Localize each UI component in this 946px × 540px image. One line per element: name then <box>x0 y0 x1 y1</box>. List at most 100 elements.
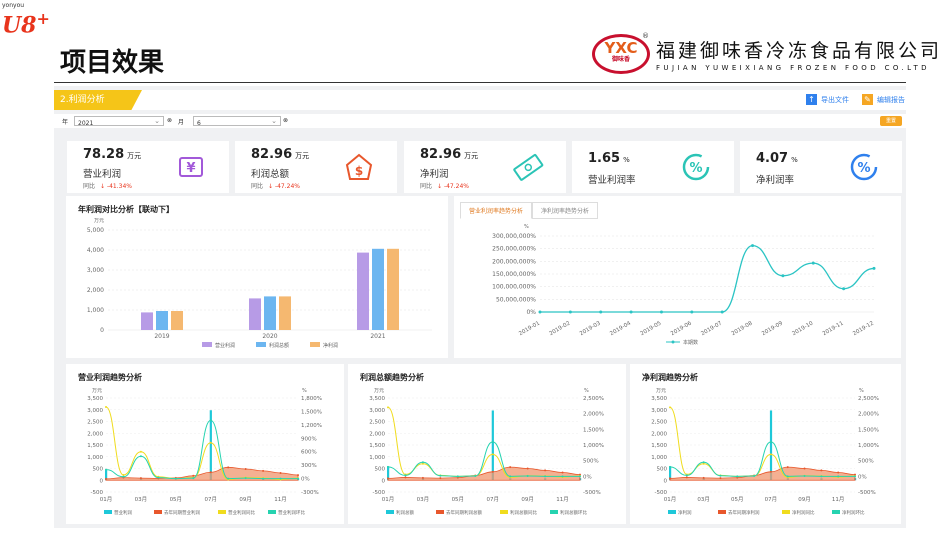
data-point <box>297 474 299 477</box>
year-select[interactable]: 2021 ⌄ <box>74 116 164 127</box>
y-axis-unit: 万元 <box>94 218 104 224</box>
y-axis-unit-right: % <box>584 388 589 394</box>
title-divider <box>54 82 906 83</box>
data-point <box>854 475 856 478</box>
data-point <box>244 477 247 480</box>
legend-label: 营业利润同比 <box>228 509 255 516</box>
data-point <box>702 476 705 479</box>
legend-swatch <box>202 342 212 347</box>
y-tick-label-left: 2,500 <box>369 420 385 426</box>
y-tick-label-right: 2,500% <box>858 396 879 402</box>
chevron-down-icon: ⌄ <box>271 117 277 125</box>
legend-label: 净利润同比 <box>792 509 815 516</box>
yen-ticket-icon: ¥ <box>179 157 203 177</box>
data-point <box>421 476 424 479</box>
edit-report-button[interactable]: ✎ 编辑报告 <box>862 94 905 105</box>
export-file-button[interactable]: ↑ 导出文件 <box>806 94 849 105</box>
x-tick-label: 01月 <box>664 496 677 503</box>
data-point <box>669 406 671 409</box>
data-point <box>421 462 424 465</box>
kpi-compare-value: ↓ -41.34% <box>100 183 132 190</box>
data-point <box>491 470 494 473</box>
profit-rate-trend-card: 营业利润率趋势分析 净利润率趋势分析 % 0% 50,000,000% 100,000… <box>454 196 901 358</box>
y-tick-label-left: 2,000 <box>87 431 103 437</box>
x-tick-label: 2019-07 <box>700 320 723 337</box>
kpi-value: 82.96 万元 <box>420 147 479 162</box>
legend-label: 营业利润环比 <box>278 509 305 516</box>
y-tick-label-left: 0 <box>100 478 104 484</box>
kpi-compare: 同比 ↓ -47.24% <box>420 183 469 190</box>
data-point <box>122 475 125 478</box>
legend-label: 利润总额同比 <box>510 509 537 516</box>
y-tick-label-left: -500 <box>655 490 668 496</box>
series-line <box>105 419 298 480</box>
bar <box>279 296 291 330</box>
data-point <box>262 469 265 472</box>
bar <box>141 312 153 330</box>
kpi-card: 1.65% 营业利润率% <box>572 141 734 193</box>
kpi-value: 4.07% <box>756 151 798 166</box>
legend-label: 去年同期净利润 <box>728 509 760 516</box>
kpi-value: 82.96 万元 <box>251 147 310 162</box>
data-point <box>842 287 846 291</box>
y-tick-label-right: 1,500% <box>301 409 322 415</box>
data-point <box>105 468 107 471</box>
y-tick-label: 2,000 <box>87 287 104 294</box>
y-tick-label-right: 300% <box>301 463 317 469</box>
x-tick-label: 2019-01 <box>518 321 541 338</box>
legend-swatch <box>436 510 444 514</box>
kpi-card: 4.07% 净利润率% <box>740 141 902 193</box>
net-profit-trend-card: 净利润趋势分析 万元% -500 0 500 1,000 1,500 2,000 2,500 3… <box>630 364 901 524</box>
percent-cycle-icon: % <box>682 153 710 181</box>
filter-bar: 年 2021 ⌄ ⊗ 月 6 ⌄ ⊗ 重置 <box>54 114 906 128</box>
data-point <box>279 471 282 474</box>
data-point <box>279 477 282 480</box>
section-tag: 2.利润分析 <box>54 90 142 110</box>
legend-label: 本期数 <box>683 339 698 346</box>
reset-button[interactable]: 重置 <box>880 116 902 126</box>
bar <box>372 248 384 330</box>
registered-mark: ® <box>642 32 649 40</box>
x-tick-label: 2019-05 <box>640 320 663 337</box>
tab-operating-margin-trend[interactable]: 营业利润率趋势分析 <box>460 202 533 219</box>
y-tick-label-left: 1,500 <box>369 443 385 449</box>
total-profit-trend-chart: 万元 % -500 0 500 1,000 1,500 2,000 2,500 3,000 3,50… <box>369 388 604 516</box>
y-tick-label-left: 1,000 <box>651 455 667 461</box>
y-tick-label-left: 3,500 <box>87 396 103 402</box>
bar <box>264 296 276 330</box>
y-tick-label-right: -500% <box>858 490 876 496</box>
x-tick-label: 2020 <box>262 333 277 340</box>
y-tick-label: 250,000,000% <box>492 246 536 253</box>
kpi-name: 净利润 <box>420 169 449 180</box>
month-label: 月 <box>178 119 185 126</box>
y-tick-label-right: 1,800% <box>301 396 322 402</box>
legend-label: 去年同期利润总额 <box>446 509 482 516</box>
bar <box>105 470 108 481</box>
legend-swatch <box>500 510 508 514</box>
year-clear-icon[interactable]: ⊗ <box>167 117 173 124</box>
data-point <box>544 475 547 478</box>
data-point <box>139 477 142 480</box>
legend-label: 净利润环比 <box>842 509 865 516</box>
y-axis-unit-right: % <box>859 388 864 394</box>
month-select[interactable]: 6 ⌄ <box>193 116 281 127</box>
profit-rate-trend-chart: % 0% 50,000,000% 100,000,000% 150,000,000% 20… <box>492 224 876 346</box>
data-point <box>262 477 265 480</box>
y-tick-label-left: 500 <box>375 467 386 473</box>
data-point <box>192 477 195 480</box>
legend-swatch-dot <box>671 340 675 344</box>
kpi-value: 78.28 万元 <box>83 147 142 162</box>
legend-swatch <box>386 510 394 514</box>
data-point <box>811 261 815 265</box>
data-point <box>753 475 756 478</box>
month-clear-icon[interactable]: ⊗ <box>283 117 289 124</box>
data-point <box>803 467 806 470</box>
legend-swatch <box>310 342 320 347</box>
data-point <box>579 475 581 478</box>
svg-text:$: $ <box>355 164 363 178</box>
x-tick-label: 2021 <box>370 333 385 340</box>
data-point <box>561 471 564 474</box>
x-tick-label: 2019-04 <box>609 320 632 337</box>
tab-net-margin-trend[interactable]: 净利润率趋势分析 <box>532 202 599 219</box>
